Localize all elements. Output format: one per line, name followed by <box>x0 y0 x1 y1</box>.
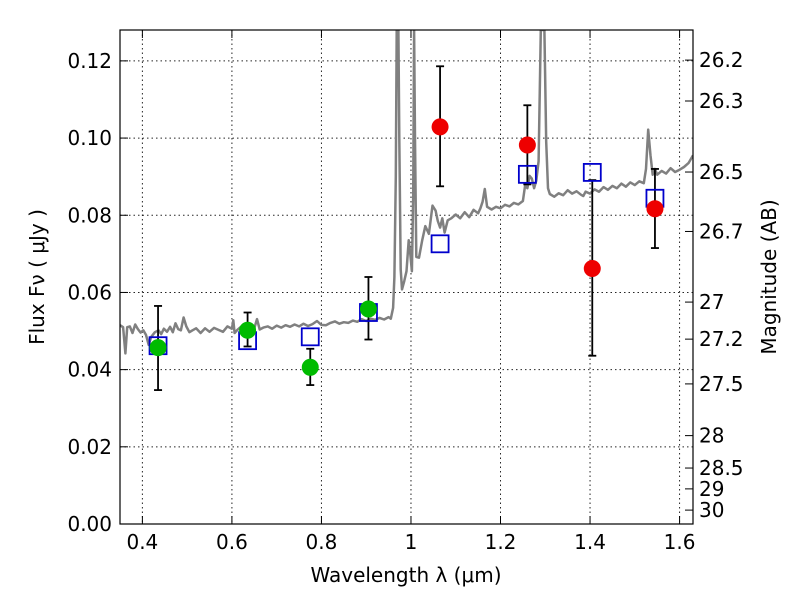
y2-tick-label: 26.7 <box>699 219 744 243</box>
observed-flux-point <box>239 321 257 339</box>
y2-tick-label: 26.2 <box>699 48 744 72</box>
y2-tick-label: 27.5 <box>699 372 744 396</box>
model-spectrum-line <box>120 30 693 355</box>
y-tick-label: 0.08 <box>67 203 112 227</box>
y-tick-label: 0.00 <box>67 512 112 536</box>
y-tick-label: 0.02 <box>67 435 112 459</box>
axes-frame <box>119 29 694 525</box>
x-tick-label: 0.4 <box>126 530 158 554</box>
model-flux-square <box>517 164 537 184</box>
y2-tick-label: 29 <box>699 477 724 501</box>
x-tick-label: 1.4 <box>574 530 606 554</box>
y2-axis-title: Magnitude (AB) <box>757 199 781 354</box>
observed-flux-point <box>583 260 601 278</box>
model-flux-square <box>430 234 450 254</box>
model-flux-square <box>582 163 602 182</box>
y-tick-label: 0.06 <box>67 280 112 304</box>
observed-flux-point <box>518 136 536 154</box>
y2-tick-label: 26.5 <box>699 160 744 184</box>
y2-tick-label: 27 <box>699 290 724 314</box>
x-tick-label: 1 <box>405 530 418 554</box>
y2-tick-label: 28 <box>699 424 724 448</box>
x-tick-label: 1.6 <box>664 530 696 554</box>
y-axis-title: Flux Fν ( μJy ) <box>25 209 49 345</box>
observed-flux-point <box>431 118 449 136</box>
observed-flux-point <box>301 358 319 376</box>
x-tick-label: 1.2 <box>485 530 517 554</box>
y2-tick-label: 28.5 <box>699 456 744 480</box>
x-tick-label: 0.8 <box>306 530 338 554</box>
observed-flux-point <box>646 200 664 218</box>
x-axis-title: Wavelength λ (μm) <box>310 563 501 587</box>
model-flux-square <box>300 327 320 347</box>
y-tick-label: 0.12 <box>67 49 112 73</box>
observed-flux-point <box>149 339 167 357</box>
plot-area <box>120 30 693 391</box>
ticks: 0.4 0.6 0.8 1 1.2 1.4 1.6 0.00 0.02 0.04 0.06 0.08 0… <box>67 30 744 554</box>
observed-flux-point <box>359 300 377 318</box>
y2-tick-label: 26.3 <box>699 89 744 113</box>
y-tick-label: 0.04 <box>67 358 112 382</box>
y2-tick-label: 30 <box>699 498 724 522</box>
x-tick-label: 0.6 <box>216 530 248 554</box>
y-tick-label: 0.10 <box>67 126 112 150</box>
y2-tick-label: 27.2 <box>699 327 744 351</box>
